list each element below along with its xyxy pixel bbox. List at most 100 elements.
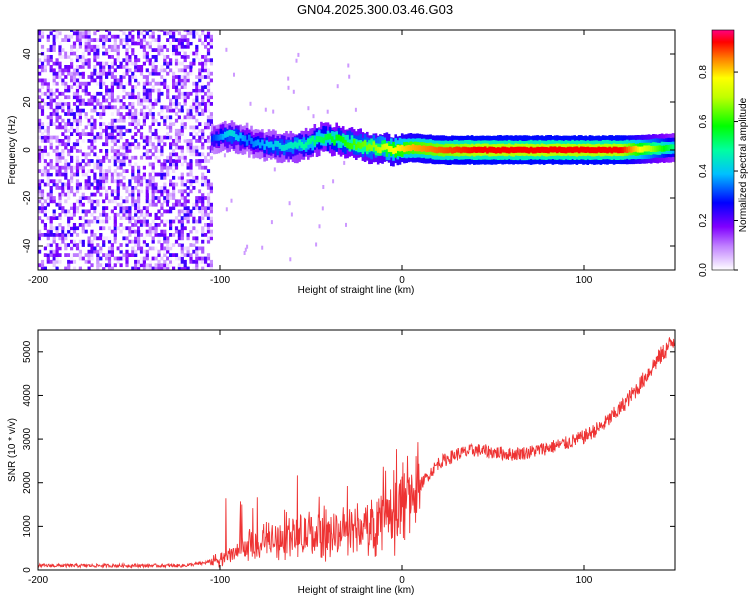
noise-cell <box>110 85 114 89</box>
noise-cell <box>52 179 56 184</box>
noise-cell <box>201 175 205 180</box>
noise-cell <box>128 219 132 224</box>
noise-cell <box>90 159 94 163</box>
noise-cell <box>137 95 141 100</box>
noise-cell <box>192 51 196 56</box>
noise-cell <box>189 169 193 173</box>
noise-cell <box>148 189 152 194</box>
noise-cell <box>70 122 74 126</box>
noise-cell <box>110 81 114 86</box>
noise-cell <box>195 229 199 234</box>
noise-cell <box>119 256 123 261</box>
noise-cell <box>102 128 106 133</box>
noise-cell <box>93 118 97 123</box>
noise-cell <box>90 253 94 257</box>
noise-cell <box>64 266 68 270</box>
noise-cell <box>177 145 181 150</box>
noise-cell <box>157 30 161 32</box>
noise-cell <box>125 236 129 241</box>
noise-cell <box>102 44 106 49</box>
noise-cell <box>49 199 53 204</box>
noise-cell <box>139 98 144 103</box>
noise-cell <box>154 233 158 237</box>
noise-cell <box>160 206 164 210</box>
ridge-cell <box>405 145 408 152</box>
noise-cell <box>209 115 213 120</box>
ridge-cell <box>427 146 430 152</box>
noise-cell <box>125 239 129 244</box>
noise-cell <box>75 179 80 184</box>
noise-cell <box>46 256 50 261</box>
noise-cell <box>195 149 199 153</box>
noise-cell <box>93 71 97 76</box>
noise-cell <box>110 229 114 234</box>
ridge-cell <box>274 140 277 147</box>
noise-cell <box>142 139 146 143</box>
noise-cell <box>177 159 181 163</box>
noise-cell <box>107 266 112 270</box>
noise-cell <box>38 189 42 194</box>
noise-cell <box>186 206 190 210</box>
noise-cell <box>93 165 97 170</box>
noise-cell <box>119 65 123 69</box>
noise-cell <box>96 243 100 247</box>
noise-cell <box>148 179 152 184</box>
noise-cell <box>125 112 129 116</box>
noise-cell <box>201 152 205 157</box>
noise-cell <box>67 135 71 140</box>
noise-cell <box>90 102 94 106</box>
noise-cell <box>145 206 149 210</box>
noise-cell <box>96 71 100 76</box>
noise-cell <box>177 38 181 42</box>
noise-cell <box>125 48 129 52</box>
noise-cell <box>49 48 53 52</box>
noise-cell <box>64 95 68 100</box>
x-tick-label: -100 <box>210 575 230 586</box>
noise-cell <box>128 55 132 59</box>
noise-cell <box>78 256 82 261</box>
ridge-cell <box>588 147 592 154</box>
noise-cell <box>131 95 135 100</box>
noise-cell <box>180 55 184 59</box>
noise-cell <box>116 55 120 59</box>
noise-cell <box>70 226 74 231</box>
noise-cell <box>169 259 173 264</box>
noise-cell <box>180 259 184 264</box>
x-tick-label: 100 <box>576 575 593 586</box>
noise-cell <box>84 58 88 63</box>
noise-cell <box>93 78 97 83</box>
noise-cell <box>61 78 65 83</box>
noise-cell <box>40 172 45 177</box>
noise-cell <box>49 169 53 173</box>
noise-cell <box>142 212 146 217</box>
noise-cell <box>195 219 199 224</box>
noise-cell <box>105 98 109 103</box>
noise-cell <box>125 259 129 264</box>
noise-cell <box>180 209 184 214</box>
ridge-cell <box>632 146 635 153</box>
noise-cell <box>137 118 141 123</box>
noise-cell <box>119 115 123 120</box>
noise-cell <box>204 206 208 210</box>
ridge-cell <box>529 146 533 153</box>
noise-cell <box>43 172 47 177</box>
noise-cell <box>96 209 100 214</box>
noise-cell <box>87 236 91 241</box>
noise-cell <box>122 209 126 214</box>
noise-cell <box>183 206 187 210</box>
noise-cell <box>183 155 187 160</box>
noise-cell <box>163 182 167 187</box>
noise-cell <box>169 182 173 187</box>
noise-cell <box>192 102 196 106</box>
noise-cell <box>99 233 103 237</box>
noise-cell <box>174 88 179 93</box>
noise-cell <box>172 186 176 190</box>
ridge-cell <box>442 147 445 154</box>
noise-cell <box>195 175 199 180</box>
noise-cell <box>107 165 112 170</box>
noise-cell <box>52 226 56 231</box>
noise-cell <box>157 239 161 244</box>
noise-cell <box>151 85 155 89</box>
noise-cell <box>84 155 88 160</box>
noise-cell <box>174 253 179 257</box>
